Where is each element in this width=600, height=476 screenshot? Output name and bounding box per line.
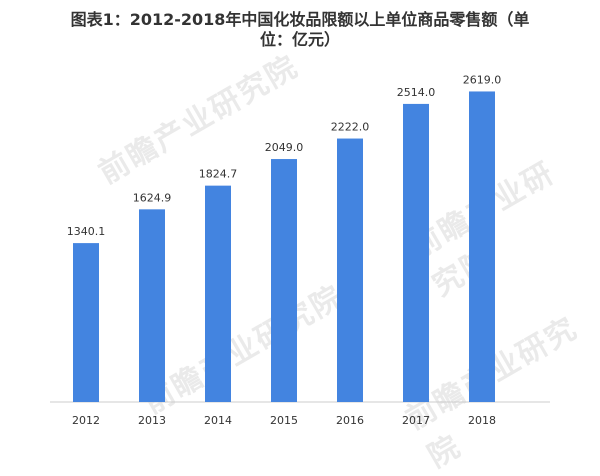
value-label-2016: 2222.0 xyxy=(331,121,370,134)
bar-2015 xyxy=(271,159,297,402)
x-tick-label-2012: 2012 xyxy=(72,414,100,427)
bar-2014 xyxy=(205,185,231,402)
value-label-2017: 2514.0 xyxy=(397,86,436,99)
x-tick-label-2018: 2018 xyxy=(468,414,496,427)
bar-2016 xyxy=(337,138,363,402)
bar-2012 xyxy=(73,243,99,402)
x-tick-label-2013: 2013 xyxy=(138,414,166,427)
value-label-2015: 2049.0 xyxy=(265,141,304,154)
chart-title-line-2: 位：亿元） xyxy=(259,30,340,49)
chart-title-line-1: 图表1：2012-2018年中国化妆品限额以上单位商品零售额（单 xyxy=(70,10,530,29)
bar-2013 xyxy=(139,209,165,402)
x-tick-label-2017: 2017 xyxy=(402,414,430,427)
x-tick-label-2016: 2016 xyxy=(336,414,364,427)
chart-title: 图表1：2012-2018年中国化妆品限额以上单位商品零售额（单 位：亿元） xyxy=(0,10,600,50)
bar-chart: 1340.1 2012 1624.9 2013 1824.7 2014 2049.0 2015… xyxy=(50,73,550,427)
bar-2018 xyxy=(469,91,495,402)
x-tick-label-2015: 2015 xyxy=(270,414,298,427)
value-label-2018: 2619.0 xyxy=(463,73,502,86)
bar-2017 xyxy=(403,103,429,402)
value-label-2013: 1624.9 xyxy=(133,191,172,204)
value-label-2014: 1824.7 xyxy=(199,168,238,181)
value-label-2012: 1340.1 xyxy=(67,225,106,238)
x-tick-label-2014: 2014 xyxy=(204,414,232,427)
